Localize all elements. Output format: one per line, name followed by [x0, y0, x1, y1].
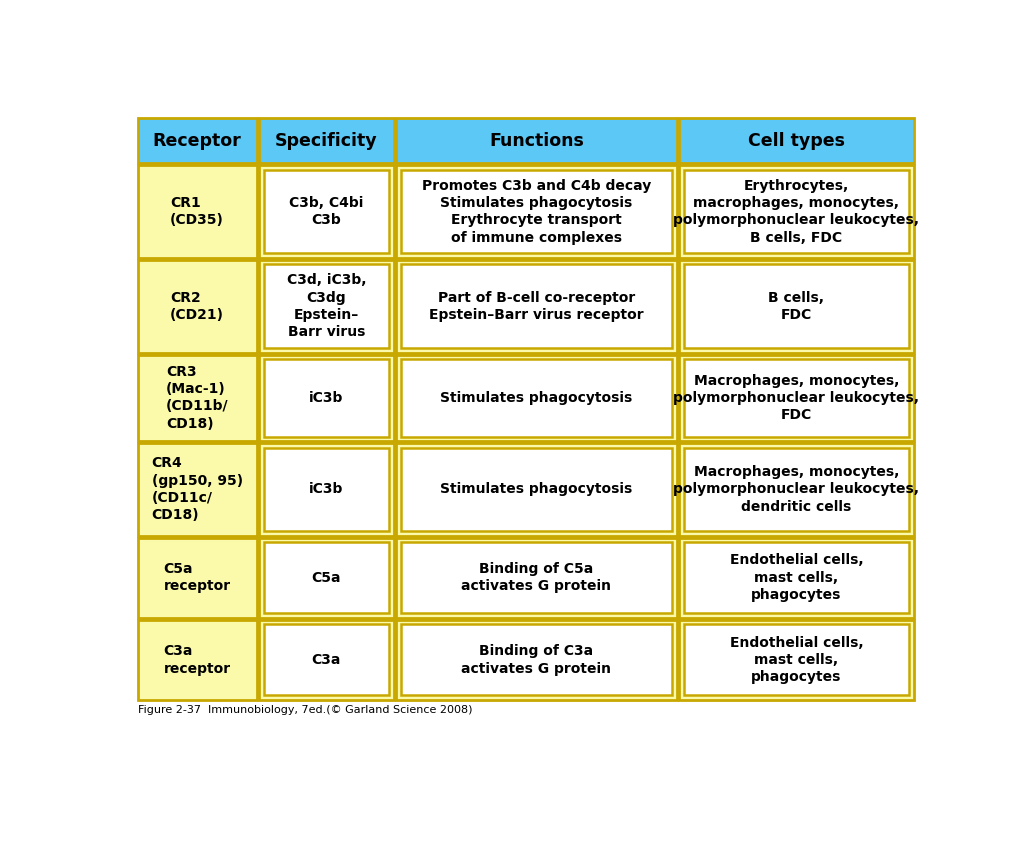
FancyBboxPatch shape [400, 543, 672, 613]
Text: Macrophages, monocytes,
polymorphonuclear leukocytes,
dendritic cells: Macrophages, monocytes, polymorphonuclea… [674, 465, 920, 514]
FancyBboxPatch shape [396, 166, 677, 258]
Text: B cells,
FDC: B cells, FDC [768, 290, 824, 322]
Text: Erythrocytes,
macrophages, monocytes,
polymorphonuclear leukocytes,
B cells, FDC: Erythrocytes, macrophages, monocytes, po… [674, 178, 920, 245]
FancyBboxPatch shape [259, 260, 393, 352]
FancyBboxPatch shape [396, 118, 677, 163]
FancyBboxPatch shape [400, 170, 672, 254]
Text: iC3b: iC3b [309, 482, 344, 497]
FancyBboxPatch shape [259, 355, 393, 441]
FancyBboxPatch shape [396, 620, 677, 700]
FancyBboxPatch shape [137, 443, 257, 536]
FancyBboxPatch shape [679, 620, 913, 700]
FancyBboxPatch shape [679, 118, 913, 163]
FancyBboxPatch shape [137, 260, 257, 352]
Text: Binding of C5a
activates G protein: Binding of C5a activates G protein [462, 562, 611, 593]
FancyBboxPatch shape [137, 355, 257, 441]
FancyBboxPatch shape [259, 537, 393, 618]
Text: CR4
(gp150, 95)
(CD11c/
CD18): CR4 (gp150, 95) (CD11c/ CD18) [152, 457, 243, 522]
FancyBboxPatch shape [264, 265, 389, 348]
FancyBboxPatch shape [259, 118, 393, 163]
Text: C3a
receptor: C3a receptor [164, 644, 230, 676]
FancyBboxPatch shape [684, 265, 909, 348]
Text: iC3b: iC3b [309, 391, 344, 405]
FancyBboxPatch shape [400, 359, 672, 436]
FancyBboxPatch shape [684, 359, 909, 436]
Text: Endothelial cells,
mast cells,
phagocytes: Endothelial cells, mast cells, phagocyte… [729, 554, 863, 602]
FancyBboxPatch shape [264, 359, 389, 436]
FancyBboxPatch shape [684, 624, 909, 695]
FancyBboxPatch shape [137, 537, 257, 618]
FancyBboxPatch shape [679, 166, 913, 258]
Text: C3a: C3a [311, 653, 341, 667]
FancyBboxPatch shape [259, 443, 393, 536]
Text: Part of B-cell co-receptor
Epstein–Barr virus receptor: Part of B-cell co-receptor Epstein–Barr … [429, 290, 644, 322]
Text: CR3
(Mac-1)
(CD11b/
CD18): CR3 (Mac-1) (CD11b/ CD18) [166, 365, 228, 430]
FancyBboxPatch shape [259, 166, 393, 258]
FancyBboxPatch shape [396, 443, 677, 536]
Text: Endothelial cells,
mast cells,
phagocytes: Endothelial cells, mast cells, phagocyte… [729, 636, 863, 684]
FancyBboxPatch shape [679, 355, 913, 441]
Text: Figure 2-37  Immunobiology, 7ed.(© Garland Science 2008): Figure 2-37 Immunobiology, 7ed.(© Garlan… [137, 706, 472, 715]
Text: Receptor: Receptor [153, 132, 242, 149]
Text: C3b, C4bi
C3b: C3b, C4bi C3b [289, 196, 364, 228]
FancyBboxPatch shape [264, 543, 389, 613]
FancyBboxPatch shape [400, 265, 672, 348]
Text: CR1
(CD35): CR1 (CD35) [170, 196, 224, 228]
Text: CR2
(CD21): CR2 (CD21) [170, 290, 224, 322]
FancyBboxPatch shape [396, 537, 677, 618]
FancyBboxPatch shape [396, 260, 677, 352]
FancyBboxPatch shape [137, 166, 257, 258]
FancyBboxPatch shape [264, 447, 389, 531]
Text: Stimulates phagocytosis: Stimulates phagocytosis [440, 391, 633, 405]
Text: Binding of C3a
activates G protein: Binding of C3a activates G protein [462, 644, 611, 676]
FancyBboxPatch shape [264, 170, 389, 254]
FancyBboxPatch shape [400, 624, 672, 695]
FancyBboxPatch shape [264, 624, 389, 695]
Text: Specificity: Specificity [275, 132, 378, 149]
FancyBboxPatch shape [259, 620, 393, 700]
Text: Macrophages, monocytes,
polymorphonuclear leukocytes,
FDC: Macrophages, monocytes, polymorphonuclea… [674, 374, 920, 422]
Text: Functions: Functions [488, 132, 584, 149]
Text: C3d, iC3b,
C3dg
Epstein–
Barr virus: C3d, iC3b, C3dg Epstein– Barr virus [287, 273, 367, 340]
FancyBboxPatch shape [679, 443, 913, 536]
Text: C5a
receptor: C5a receptor [164, 562, 230, 593]
Text: Promotes C3b and C4b decay
Stimulates phagocytosis
Erythrocyte transport
of immu: Promotes C3b and C4b decay Stimulates ph… [422, 178, 651, 245]
FancyBboxPatch shape [679, 537, 913, 618]
FancyBboxPatch shape [679, 260, 913, 352]
Text: C5a: C5a [311, 571, 341, 585]
FancyBboxPatch shape [684, 170, 909, 254]
FancyBboxPatch shape [684, 543, 909, 613]
FancyBboxPatch shape [396, 355, 677, 441]
FancyBboxPatch shape [137, 620, 257, 700]
FancyBboxPatch shape [684, 447, 909, 531]
Text: Cell types: Cell types [748, 132, 845, 149]
Text: Stimulates phagocytosis: Stimulates phagocytosis [440, 482, 633, 497]
FancyBboxPatch shape [137, 118, 257, 163]
FancyBboxPatch shape [400, 447, 672, 531]
